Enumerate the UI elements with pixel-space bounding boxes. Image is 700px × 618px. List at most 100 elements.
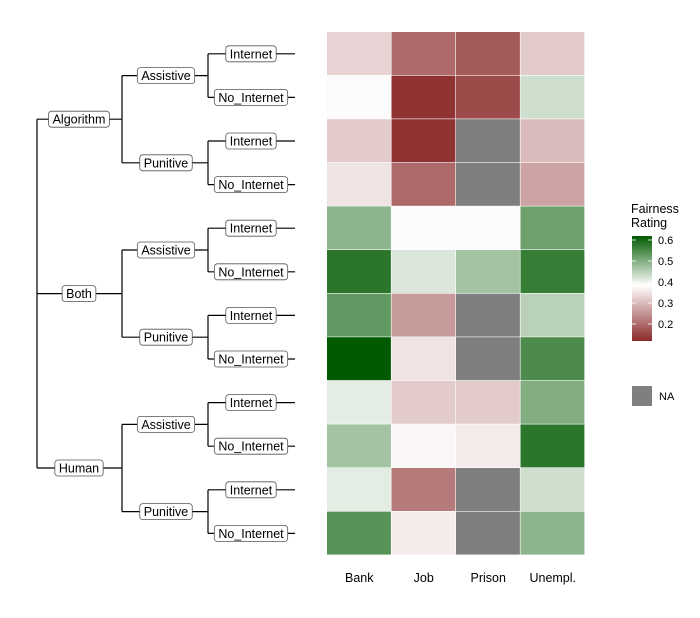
svg-text:Internet: Internet — [230, 135, 273, 149]
heatmap-cell — [391, 468, 456, 511]
svg-text:No_Internet: No_Internet — [218, 527, 284, 541]
legend-na-swatch — [632, 386, 652, 406]
dendrogram-node-label: No_Internet — [213, 525, 289, 542]
heatmap-cell — [456, 250, 520, 293]
heatmap-cell — [456, 511, 520, 555]
svg-text:Human: Human — [59, 462, 99, 476]
heatmap-cell — [391, 162, 456, 206]
heatmap-cell — [391, 511, 456, 555]
dendrogram-node-label: Human — [54, 459, 104, 477]
svg-text:No_Internet: No_Internet — [218, 353, 284, 367]
heatmap-cell — [520, 337, 585, 381]
heatmap-cell — [456, 293, 520, 337]
heatmap-cell — [520, 293, 585, 337]
heatmap-cell — [456, 468, 520, 511]
heatmap-cell — [327, 119, 391, 163]
heatmap-cell — [327, 380, 391, 424]
heatmap-cell — [456, 424, 520, 468]
svg-text:Internet: Internet — [230, 309, 273, 323]
svg-text:No_Internet: No_Internet — [218, 265, 284, 279]
heatmap-cell — [520, 468, 585, 511]
dendrogram-node-label: Punitive — [139, 154, 193, 172]
svg-text:Punitive: Punitive — [144, 156, 189, 170]
heatmap-cell — [456, 380, 520, 424]
heatmap-cell — [327, 337, 391, 381]
heatmap-cell — [391, 293, 456, 337]
column-label: Job — [414, 571, 434, 585]
dendrogram-node-label: No_Internet — [213, 89, 289, 106]
heatmap-cell — [391, 119, 456, 163]
heatmap-cell — [456, 206, 520, 250]
legend-tick-label: 0.5 — [658, 256, 673, 268]
heatmap-cell — [456, 32, 520, 75]
heatmap-cell — [391, 380, 456, 424]
dendrogram-node-label: Internet — [225, 394, 277, 412]
svg-text:Assistive: Assistive — [141, 418, 190, 432]
svg-text:Punitive: Punitive — [144, 331, 189, 345]
svg-text:Assistive: Assistive — [141, 69, 190, 83]
heatmap-cell — [327, 250, 391, 293]
legend-tick-label: 0.2 — [658, 319, 673, 331]
heatmap-cell — [391, 337, 456, 381]
heatmap-cell — [520, 162, 585, 206]
svg-text:Internet: Internet — [230, 222, 273, 236]
dendrogram-node-label: No_Internet — [213, 176, 289, 194]
legend-title-line2: Rating — [631, 216, 667, 230]
heatmap-cell — [327, 468, 391, 511]
heatmap-cell — [327, 162, 391, 206]
heatmap-cell — [520, 511, 585, 555]
heatmap-cell — [327, 511, 391, 555]
dendrogram-node-label: Punitive — [139, 328, 193, 346]
dendrogram-node-label: Internet — [225, 306, 277, 324]
dendrogram-node-label: No_Internet — [213, 350, 289, 368]
legend-colorbar — [632, 236, 652, 341]
legend-na-label: NA — [659, 391, 675, 403]
svg-text:No_Internet: No_Internet — [218, 91, 284, 105]
heatmap-cell — [327, 424, 391, 468]
heatmap-cell — [391, 206, 456, 250]
svg-text:Both: Both — [66, 287, 92, 301]
heatmap-cell — [327, 206, 391, 250]
svg-text:No_Internet: No_Internet — [218, 440, 284, 454]
legend: Fairness Rating 0.6 0.5 0.4 0.3 0.2 NA — [631, 202, 679, 406]
heatmap-cell — [520, 250, 585, 293]
heatmap-cell — [456, 337, 520, 381]
column-label: Unempl. — [529, 571, 576, 585]
heatmap-cell — [520, 206, 585, 250]
svg-text:Algorithm: Algorithm — [53, 113, 106, 127]
heatmap-cell — [520, 75, 585, 119]
column-label: Bank — [345, 571, 374, 585]
heatmap-cell — [327, 75, 391, 119]
dendrogram-node-label: Both — [61, 285, 97, 303]
dendrogram-node-label: Internet — [225, 481, 277, 499]
heatmap-cell — [391, 250, 456, 293]
svg-text:Assistive: Assistive — [141, 244, 190, 258]
dendrogram-node-label: Algorithm — [48, 110, 110, 128]
dendrogram-node-label: Internet — [225, 219, 277, 237]
heatmap-cell — [391, 75, 456, 119]
heatmap-cell — [520, 380, 585, 424]
legend-tick-label: 0.4 — [658, 277, 673, 289]
svg-text:No_Internet: No_Internet — [218, 178, 284, 192]
svg-text:Internet: Internet — [230, 396, 273, 410]
column-label: Prison — [471, 571, 506, 585]
dendrogram-node-label: Internet — [225, 45, 277, 63]
dendrogram-node-label: Assistive — [136, 415, 196, 433]
heatmap-cell — [520, 32, 585, 75]
heatmap-cell — [520, 119, 585, 163]
dendrogram-node-label: Punitive — [139, 503, 193, 521]
svg-text:Internet: Internet — [230, 483, 273, 497]
heatmap-cell — [520, 424, 585, 468]
heatmap-cell — [327, 32, 391, 75]
heatmap-cell — [327, 293, 391, 337]
legend-tick-label: 0.3 — [658, 298, 673, 310]
heatmap-cells — [327, 32, 585, 555]
svg-text:Internet: Internet — [230, 47, 273, 61]
heatmap-cell — [391, 32, 456, 75]
row-dendrogram: Algorithm Assistive Internet No_Internet Pun… — [36, 45, 295, 542]
legend-tick-label: 0.6 — [658, 235, 673, 247]
column-labels: Bank Job Prison Unempl. — [345, 571, 576, 585]
heatmap-cell — [456, 75, 520, 119]
heatmap-cell — [456, 119, 520, 163]
